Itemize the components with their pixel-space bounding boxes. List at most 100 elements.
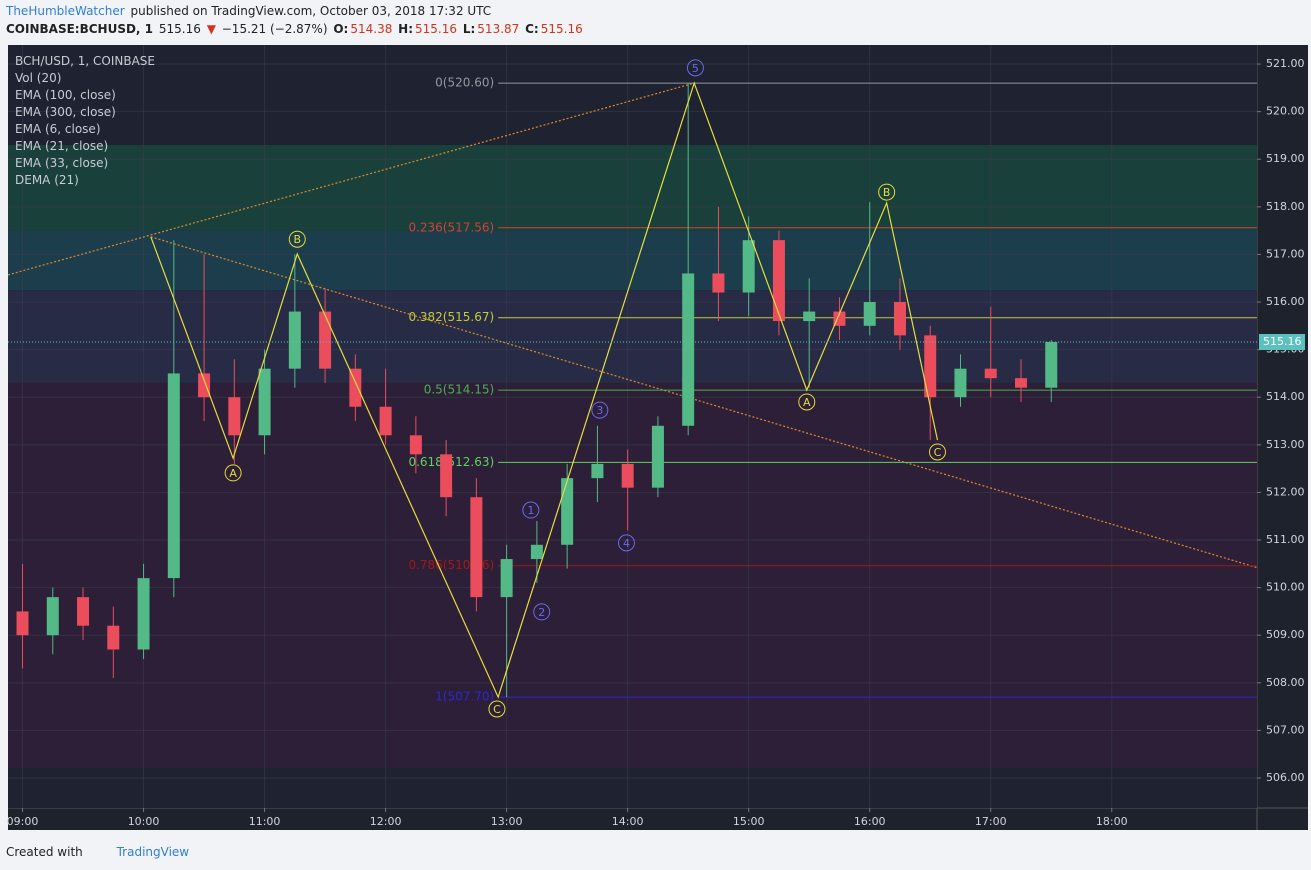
x-tick-label: 11:00 bbox=[249, 815, 281, 828]
x-tick-label: 09:00 bbox=[7, 815, 39, 828]
y-tick-label: 519.00 bbox=[1266, 152, 1305, 165]
fib-label: 0.382(515.67) bbox=[408, 310, 494, 324]
legend-item: EMA (21, close) bbox=[15, 139, 109, 153]
y-tick-label: 514.00 bbox=[1266, 390, 1305, 403]
change: −15.21 (−2.87%) bbox=[221, 22, 328, 36]
x-tick-label: 16:00 bbox=[854, 815, 886, 828]
price-zone bbox=[8, 45, 1257, 145]
candle-body bbox=[591, 463, 604, 479]
y-tick-label: 513.00 bbox=[1266, 438, 1305, 451]
candle-body bbox=[46, 597, 59, 636]
footer: Created with TradingView bbox=[6, 845, 189, 859]
created-with: Created with bbox=[6, 845, 83, 859]
candle-body bbox=[682, 273, 695, 426]
wave-label: 4 bbox=[623, 537, 630, 550]
price-zone bbox=[8, 230, 1257, 291]
candle-body bbox=[198, 373, 211, 398]
candle-body bbox=[379, 406, 392, 436]
x-tick-label: 15:00 bbox=[733, 815, 765, 828]
arrow: ▼ bbox=[206, 22, 216, 36]
l-value: 513.87 bbox=[477, 22, 520, 36]
price: 515.16 bbox=[158, 22, 201, 36]
y-tick-label: 511.00 bbox=[1266, 533, 1305, 546]
y-tick-label: 510.00 bbox=[1266, 581, 1305, 594]
y-tick-label: 520.00 bbox=[1266, 105, 1305, 118]
candle-body bbox=[470, 497, 483, 598]
wave-marker bbox=[224, 464, 242, 482]
y-tick-label: 518.00 bbox=[1266, 200, 1305, 213]
wave-marker bbox=[878, 183, 896, 201]
last-price-tag bbox=[1259, 334, 1305, 351]
candle-body bbox=[651, 425, 664, 488]
header-line-2: COINBASE:BCHUSD, 1 515.16 ▼ −15.21 (−2.8… bbox=[6, 22, 585, 36]
y-tick-label: 509.00 bbox=[1266, 628, 1305, 641]
wave-marker bbox=[288, 230, 306, 248]
candle-body bbox=[893, 302, 906, 336]
candle-body bbox=[288, 311, 301, 369]
candle-body bbox=[440, 454, 453, 498]
o-value: 514.38 bbox=[350, 22, 393, 36]
o-label: O: bbox=[333, 22, 349, 36]
fib-label: 0(520.60) bbox=[435, 76, 494, 90]
wave-marker bbox=[522, 501, 540, 519]
candle-body bbox=[863, 302, 876, 326]
price-zone bbox=[8, 144, 1257, 231]
symbol: COINBASE:BCHUSD, 1 bbox=[6, 22, 154, 36]
candle-body bbox=[954, 368, 967, 398]
author[interactable]: TheHumbleWatcher bbox=[6, 4, 125, 18]
candle-body bbox=[1045, 342, 1058, 388]
y-tick-label: 516.00 bbox=[1266, 295, 1305, 308]
x-tick-label: 12:00 bbox=[370, 815, 402, 828]
y-tick-label: 517.00 bbox=[1266, 247, 1305, 260]
candle-body bbox=[77, 597, 90, 626]
c-value: 515.16 bbox=[540, 22, 583, 36]
legend-item: EMA (100, close) bbox=[15, 88, 116, 102]
legend-item: EMA (33, close) bbox=[15, 156, 109, 170]
legend-item: BCH/USD, 1, COINBASE bbox=[15, 54, 155, 68]
candle-body bbox=[107, 625, 120, 650]
candle-body bbox=[319, 311, 332, 369]
wave-label: 3 bbox=[596, 404, 603, 417]
x-tick-label: 18:00 bbox=[1096, 815, 1128, 828]
wave-marker bbox=[686, 59, 704, 77]
candle-body bbox=[1014, 378, 1027, 388]
wave-marker bbox=[798, 393, 816, 411]
candle-body bbox=[803, 311, 816, 322]
candle-body bbox=[137, 578, 150, 650]
trendline bbox=[150, 236, 1258, 569]
brand[interactable]: TradingView bbox=[116, 845, 190, 859]
candle-body bbox=[409, 435, 422, 455]
price-zone bbox=[8, 290, 1257, 383]
h-label: H: bbox=[398, 22, 414, 36]
candle-body bbox=[530, 544, 543, 560]
candle-body bbox=[167, 373, 180, 579]
last-price-label: 515.16 bbox=[1263, 335, 1302, 348]
candle-body bbox=[742, 240, 755, 293]
wave-marker bbox=[533, 603, 551, 621]
c-label: C: bbox=[525, 22, 539, 36]
wave-label: 1 bbox=[527, 504, 534, 517]
fib-label: 1(507.70) bbox=[435, 690, 494, 704]
candle-body bbox=[924, 335, 937, 398]
wave-marker bbox=[488, 700, 506, 718]
h-value: 515.16 bbox=[415, 22, 458, 36]
price-zone bbox=[8, 768, 1257, 808]
l-label: L: bbox=[462, 22, 476, 36]
candle-body bbox=[772, 240, 785, 322]
wave-label: C bbox=[493, 703, 501, 716]
candle-body bbox=[500, 559, 513, 598]
candle-body bbox=[621, 463, 634, 488]
wave-label: 5 bbox=[692, 62, 699, 75]
chart: 506.00 507.00 508.00 509.00 510.00 511.00 512.… bbox=[7, 45, 1308, 830]
candle-body bbox=[833, 311, 846, 326]
y-tick-label: 508.00 bbox=[1266, 676, 1305, 689]
wave-zigzag bbox=[150, 81, 939, 699]
legend-item: EMA (6, close) bbox=[15, 122, 101, 136]
x-tick-label: 17:00 bbox=[975, 815, 1007, 828]
candle-body bbox=[258, 368, 271, 436]
wave-label: B bbox=[293, 233, 301, 246]
legend-item: DEMA (21) bbox=[15, 173, 79, 187]
y-tick-label: 521.00 bbox=[1266, 57, 1305, 70]
candle-body bbox=[16, 611, 29, 636]
